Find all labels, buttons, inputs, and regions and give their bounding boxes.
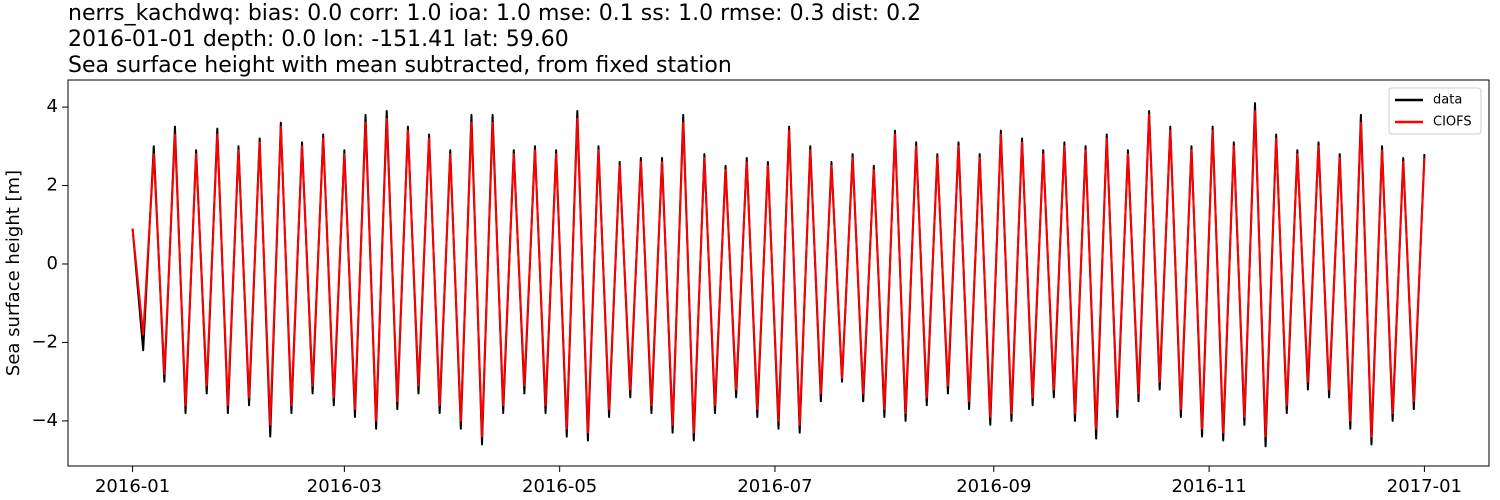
x-tick-label: 2017-01: [1387, 476, 1462, 497]
y-tick-label: −2: [31, 331, 58, 352]
y-tick-label: 0: [47, 253, 58, 274]
chart-title: nerrs_kachdwq: bias: 0.0 corr: 1.0 ioa: …: [68, 1, 921, 26]
y-axis-label: Sea surface height [m]: [3, 170, 24, 376]
x-tick-label: 2016-11: [1171, 476, 1246, 497]
x-tick-label: 2016-03: [307, 476, 382, 497]
legend-label: CIOFS: [1433, 115, 1472, 130]
y-tick-label: 4: [47, 96, 58, 117]
legend-label: data: [1433, 93, 1462, 108]
data-line: [131, 109, 1426, 438]
x-tick-label: 2016-05: [522, 476, 597, 497]
plot-frame: [67, 79, 1490, 467]
y-tick-label: −4: [31, 410, 58, 431]
y-tick-label: 2: [47, 175, 58, 196]
chart-subtitle: 2016-01-01 depth: 0.0 lon: -151.41 lat: …: [68, 27, 569, 52]
x-tick-label: 2016-07: [737, 476, 812, 497]
x-tick-label: 2016-01: [95, 476, 170, 497]
chart-subtitle: Sea surface height with mean subtracted,…: [68, 53, 732, 78]
legend: data CIOFS: [1388, 87, 1482, 135]
x-tick-label: 2016-09: [956, 476, 1031, 497]
